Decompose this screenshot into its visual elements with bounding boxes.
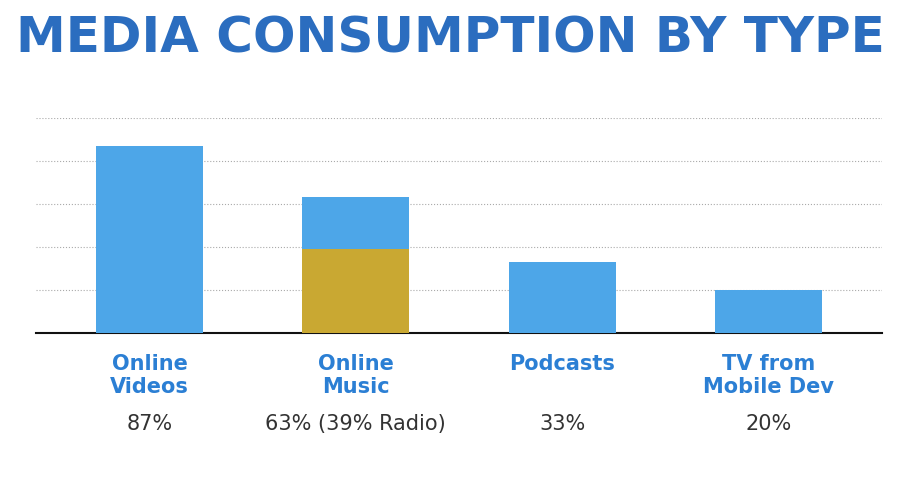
Text: 33%: 33% (539, 414, 585, 434)
Text: Online
Videos: Online Videos (110, 354, 189, 397)
Text: TV from
Mobile Dev: TV from Mobile Dev (703, 354, 834, 397)
Bar (508, 262, 616, 333)
Text: 20%: 20% (745, 414, 792, 434)
Text: MEDIA CONSUMPTION BY TYPE: MEDIA CONSUMPTION BY TYPE (15, 15, 885, 63)
Text: 63% (39% Radio): 63% (39% Radio) (266, 414, 446, 434)
Bar (715, 290, 823, 333)
Text: Podcasts: Podcasts (509, 354, 615, 374)
Text: 87%: 87% (126, 414, 173, 434)
Text: Online
Music: Online Music (318, 354, 394, 397)
Bar (302, 249, 410, 333)
Bar (95, 146, 203, 333)
Bar (302, 197, 410, 249)
